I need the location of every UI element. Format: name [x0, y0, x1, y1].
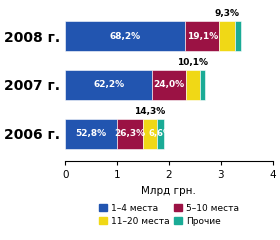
Text: 62,2%: 62,2%: [93, 80, 124, 90]
Text: 19,1%: 19,1%: [186, 31, 218, 41]
Text: 10,1%: 10,1%: [177, 58, 208, 67]
Bar: [65, 70, 152, 100]
Bar: [152, 70, 186, 100]
Text: 26,3%: 26,3%: [115, 130, 146, 138]
Bar: [219, 21, 235, 51]
X-axis label: Млрд грн.: Млрд грн.: [141, 186, 196, 196]
Legend: 1–4 места, 11–20 места, 5–10 места, Прочие: 1–4 места, 11–20 места, 5–10 места, Проч…: [95, 200, 242, 230]
Bar: [157, 119, 164, 149]
Bar: [235, 21, 241, 51]
Bar: [117, 119, 143, 149]
Text: 52,8%: 52,8%: [76, 130, 107, 138]
Text: 9,3%: 9,3%: [215, 9, 240, 18]
Bar: [186, 70, 200, 100]
Bar: [200, 70, 205, 100]
Bar: [65, 21, 185, 51]
Bar: [65, 119, 117, 149]
Bar: [185, 21, 219, 51]
Text: 14,3%: 14,3%: [134, 107, 166, 116]
Text: 68,2%: 68,2%: [110, 31, 141, 41]
Text: 24,0%: 24,0%: [153, 80, 185, 90]
Text: 6,6%: 6,6%: [149, 130, 172, 138]
Bar: [143, 119, 157, 149]
